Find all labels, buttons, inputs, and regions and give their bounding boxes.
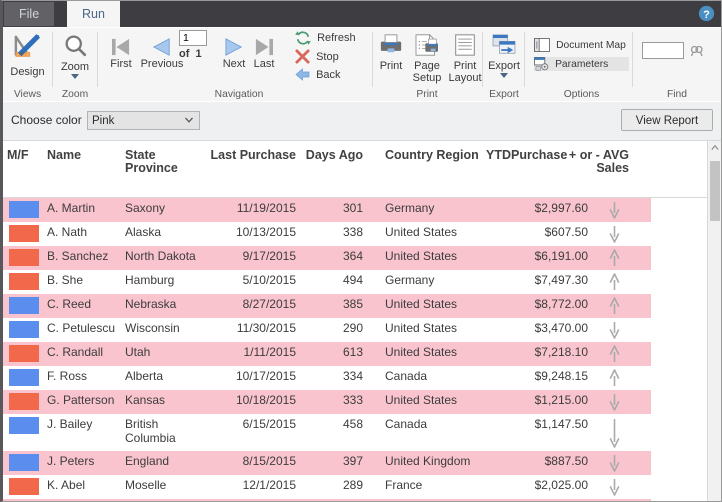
svg-text:?: ? [703, 9, 710, 21]
